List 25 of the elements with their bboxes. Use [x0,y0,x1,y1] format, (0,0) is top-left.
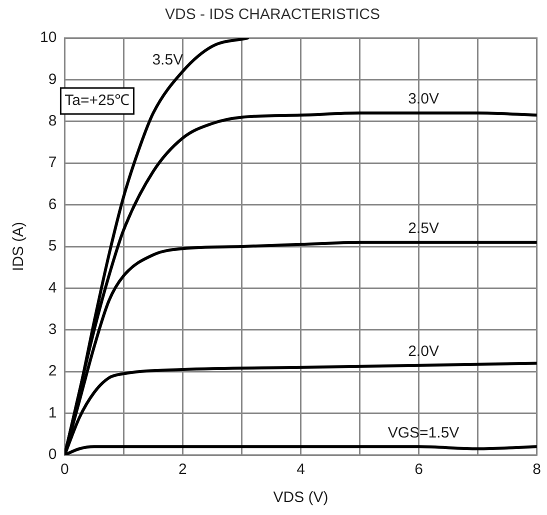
y-tick-label: 5 [48,238,57,255]
y-axis-title: IDS (A) [10,222,28,272]
y-tick-label: 6 [48,196,57,213]
y-tick-label: 10 [40,29,57,46]
x-tick-label: 0 [60,461,69,478]
series-label: VGS=1.5V [388,424,460,442]
y-tick-label: 7 [48,154,57,172]
series-label: 2.5V [408,220,439,237]
chart-title: VDS - IDS CHARACTERISTICS [164,6,380,24]
series-label: 3.5V [152,52,184,69]
y-tick-label: 0 [48,446,57,464]
series-label: 2.0V [408,342,439,360]
x-tick-label: 4 [296,461,305,478]
y-tick-label: 3 [48,321,57,338]
annotation: Ta=+25℃ [64,92,130,110]
y-tick-label: 9 [48,70,57,88]
series-label: 3.0V [408,90,439,108]
x-tick-label: 6 [414,461,423,478]
x-tick-label: 8 [532,461,541,478]
y-tick-label: 4 [48,279,57,296]
x-axis-title: VDS (V) [273,489,328,506]
y-tick-label: 2 [48,362,57,380]
y-tick-label: 8 [48,112,57,130]
y-tick-label: 1 [48,404,57,422]
x-tick-label: 2 [178,461,187,478]
